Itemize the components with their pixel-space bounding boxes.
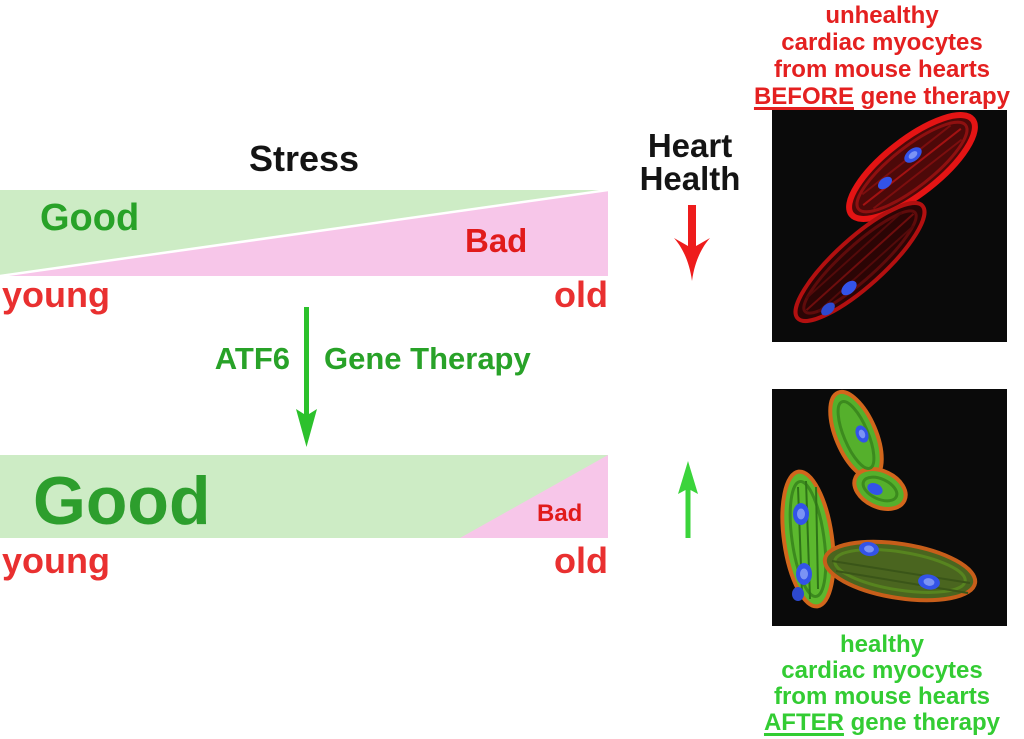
before-caption: unhealthy cardiac myocytes from mouse he… <box>740 2 1024 110</box>
heart-health-line1: Heart <box>647 127 733 164</box>
after-caption-line1: healthy <box>839 631 925 658</box>
nucleus <box>821 302 835 316</box>
bad-label-bottom: Bad <box>537 500 583 527</box>
nucleus <box>841 280 857 296</box>
before-caption-line2: cardiac myocytes <box>781 29 983 56</box>
nucleus <box>792 587 804 601</box>
before-underlined-word: BEFORE <box>753 83 854 110</box>
good-label-bottom: Good <box>33 463 211 539</box>
old-label-bottom: old <box>554 540 608 581</box>
bad-label-top: Bad <box>465 222 528 259</box>
heart-health-decline-arrow-icon <box>674 205 710 281</box>
after-caption-line4-rest: gene therapy <box>850 709 1001 736</box>
young-label-top: young <box>2 274 110 315</box>
before-caption-line4-rest: gene therapy <box>860 83 1011 110</box>
nucleus <box>867 482 883 496</box>
before-caption-line1: unhealthy <box>825 2 939 29</box>
after-caption: healthy cardiac myocytes from mouse hear… <box>740 632 1024 736</box>
heart-health-title: Heart Health <box>625 129 755 195</box>
heart-health-line2: Health <box>639 160 741 197</box>
stress-gradient-bar-bottom <box>0 455 608 538</box>
before-caption-line4: BEFORE gene therapy <box>740 83 1024 110</box>
after-caption-line4: AFTER gene therapy <box>740 710 1024 736</box>
old-label-top: old <box>554 274 608 315</box>
before-micrograph <box>772 110 1007 342</box>
unhealthy-myocyte-cell-2 <box>793 201 927 323</box>
after-micrograph <box>772 389 1007 626</box>
after-caption-line2: cardiac myocytes <box>781 657 983 684</box>
good-label-top: Good <box>40 197 140 239</box>
gene-therapy-label: Gene Therapy <box>324 341 531 376</box>
stress-gradient-bar-top <box>0 190 608 276</box>
young-label-bottom: young <box>2 540 110 581</box>
unhealthy-myocyte-cell-1 <box>846 112 978 222</box>
gene-therapy-down-arrow-icon <box>296 307 317 447</box>
after-caption-line3: from mouse hearts <box>773 683 991 710</box>
before-caption-line3: from mouse hearts <box>773 56 991 83</box>
nucleus <box>877 176 893 190</box>
after-underlined-word: AFTER <box>763 709 844 736</box>
atf6-label: ATF6 <box>214 341 290 376</box>
stress-title: Stress <box>248 138 360 179</box>
heart-health-improve-arrow-icon <box>678 461 698 538</box>
